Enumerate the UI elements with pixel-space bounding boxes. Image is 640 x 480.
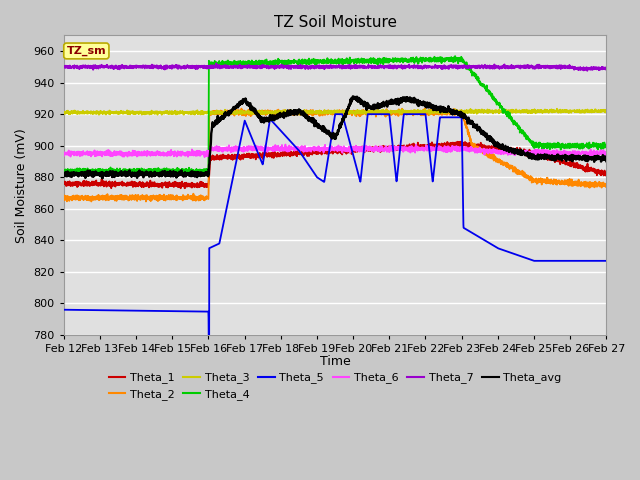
Theta_3	[60, 110, 68, 116]
Theta_3	[292, 110, 300, 116]
Line: Theta_2: Theta_2	[64, 108, 606, 202]
Line: Theta_4: Theta_4	[64, 56, 606, 176]
Theta_3	[351, 112, 359, 118]
Theta_3	[122, 110, 129, 116]
Theta_6	[282, 142, 289, 147]
Theta_6	[592, 152, 600, 157]
Theta_6	[201, 154, 209, 160]
Theta_6	[154, 151, 162, 156]
Text: TZ_sm: TZ_sm	[67, 46, 106, 56]
Theta_1	[292, 151, 300, 156]
Theta_3	[602, 108, 610, 113]
Theta_4	[199, 173, 207, 179]
Theta_2	[122, 196, 129, 202]
Theta_5	[602, 258, 610, 264]
Theta_7	[592, 66, 600, 72]
Line: Theta_1: Theta_1	[64, 142, 606, 188]
Legend: Theta_1, Theta_2, Theta_3, Theta_4, Theta_5, Theta_6, Theta_7, Theta_avg: Theta_1, Theta_2, Theta_3, Theta_4, Thet…	[104, 368, 566, 404]
Theta_4	[60, 167, 68, 173]
Theta_1	[154, 184, 162, 190]
Theta_5	[122, 308, 129, 313]
Theta_avg	[592, 156, 600, 161]
Theta_7	[268, 63, 276, 69]
Theta_1	[534, 150, 541, 156]
Theta_4	[534, 142, 541, 147]
Theta_1	[602, 171, 610, 177]
Theta_7	[212, 60, 220, 66]
Line: Theta_7: Theta_7	[64, 63, 606, 71]
Theta_6	[534, 149, 541, 155]
Theta_2	[534, 178, 541, 184]
Theta_avg	[268, 116, 276, 122]
Theta_avg	[349, 94, 357, 99]
Theta_5	[332, 111, 339, 117]
Theta_1	[177, 185, 184, 191]
Theta_avg	[60, 171, 68, 177]
Theta_5	[268, 118, 276, 124]
Y-axis label: Soil Moisture (mV): Soil Moisture (mV)	[15, 128, 28, 242]
Theta_3	[534, 108, 541, 114]
Line: Theta_avg: Theta_avg	[64, 96, 606, 178]
Theta_4	[122, 166, 129, 172]
Theta_3	[553, 106, 561, 112]
Theta_avg	[99, 175, 106, 181]
Line: Theta_3: Theta_3	[64, 109, 606, 115]
Theta_2	[154, 198, 162, 204]
Theta_4	[268, 61, 276, 67]
Theta_5	[154, 308, 162, 314]
Theta_7	[292, 64, 300, 70]
Theta_2	[60, 197, 68, 203]
Theta_4	[602, 144, 610, 150]
Theta_6	[122, 152, 129, 157]
Theta_4	[292, 60, 300, 65]
X-axis label: Time: Time	[320, 355, 351, 368]
Theta_3	[268, 109, 276, 115]
Theta_2	[268, 109, 276, 115]
Theta_5	[205, 386, 213, 392]
Theta_7	[584, 68, 591, 74]
Theta_4	[154, 167, 162, 172]
Theta_3	[592, 108, 600, 114]
Theta_2	[602, 184, 610, 190]
Theta_avg	[122, 169, 130, 175]
Theta_3	[154, 110, 162, 116]
Theta_7	[60, 64, 68, 70]
Line: Theta_6: Theta_6	[64, 144, 606, 157]
Theta_7	[602, 65, 610, 71]
Theta_6	[292, 146, 300, 152]
Theta_1	[592, 168, 600, 173]
Title: TZ Soil Moisture: TZ Soil Moisture	[273, 15, 397, 30]
Theta_5	[60, 307, 68, 312]
Theta_1	[456, 139, 464, 144]
Theta_1	[268, 155, 276, 160]
Theta_5	[592, 258, 600, 264]
Theta_6	[268, 145, 276, 151]
Theta_avg	[154, 170, 162, 176]
Theta_2	[237, 106, 245, 111]
Line: Theta_5: Theta_5	[64, 114, 606, 389]
Theta_6	[602, 151, 610, 156]
Theta_5	[534, 258, 541, 264]
Theta_avg	[602, 158, 610, 164]
Theta_2	[592, 181, 600, 187]
Theta_6	[60, 149, 68, 155]
Theta_avg	[534, 153, 541, 159]
Theta_4	[592, 142, 600, 148]
Theta_1	[122, 181, 129, 187]
Theta_2	[142, 199, 150, 204]
Theta_avg	[292, 108, 300, 113]
Theta_5	[292, 144, 300, 150]
Theta_7	[122, 63, 129, 69]
Theta_2	[292, 108, 300, 114]
Theta_1	[60, 180, 68, 186]
Theta_7	[154, 64, 162, 70]
Theta_7	[534, 63, 541, 69]
Theta_4	[451, 53, 459, 59]
